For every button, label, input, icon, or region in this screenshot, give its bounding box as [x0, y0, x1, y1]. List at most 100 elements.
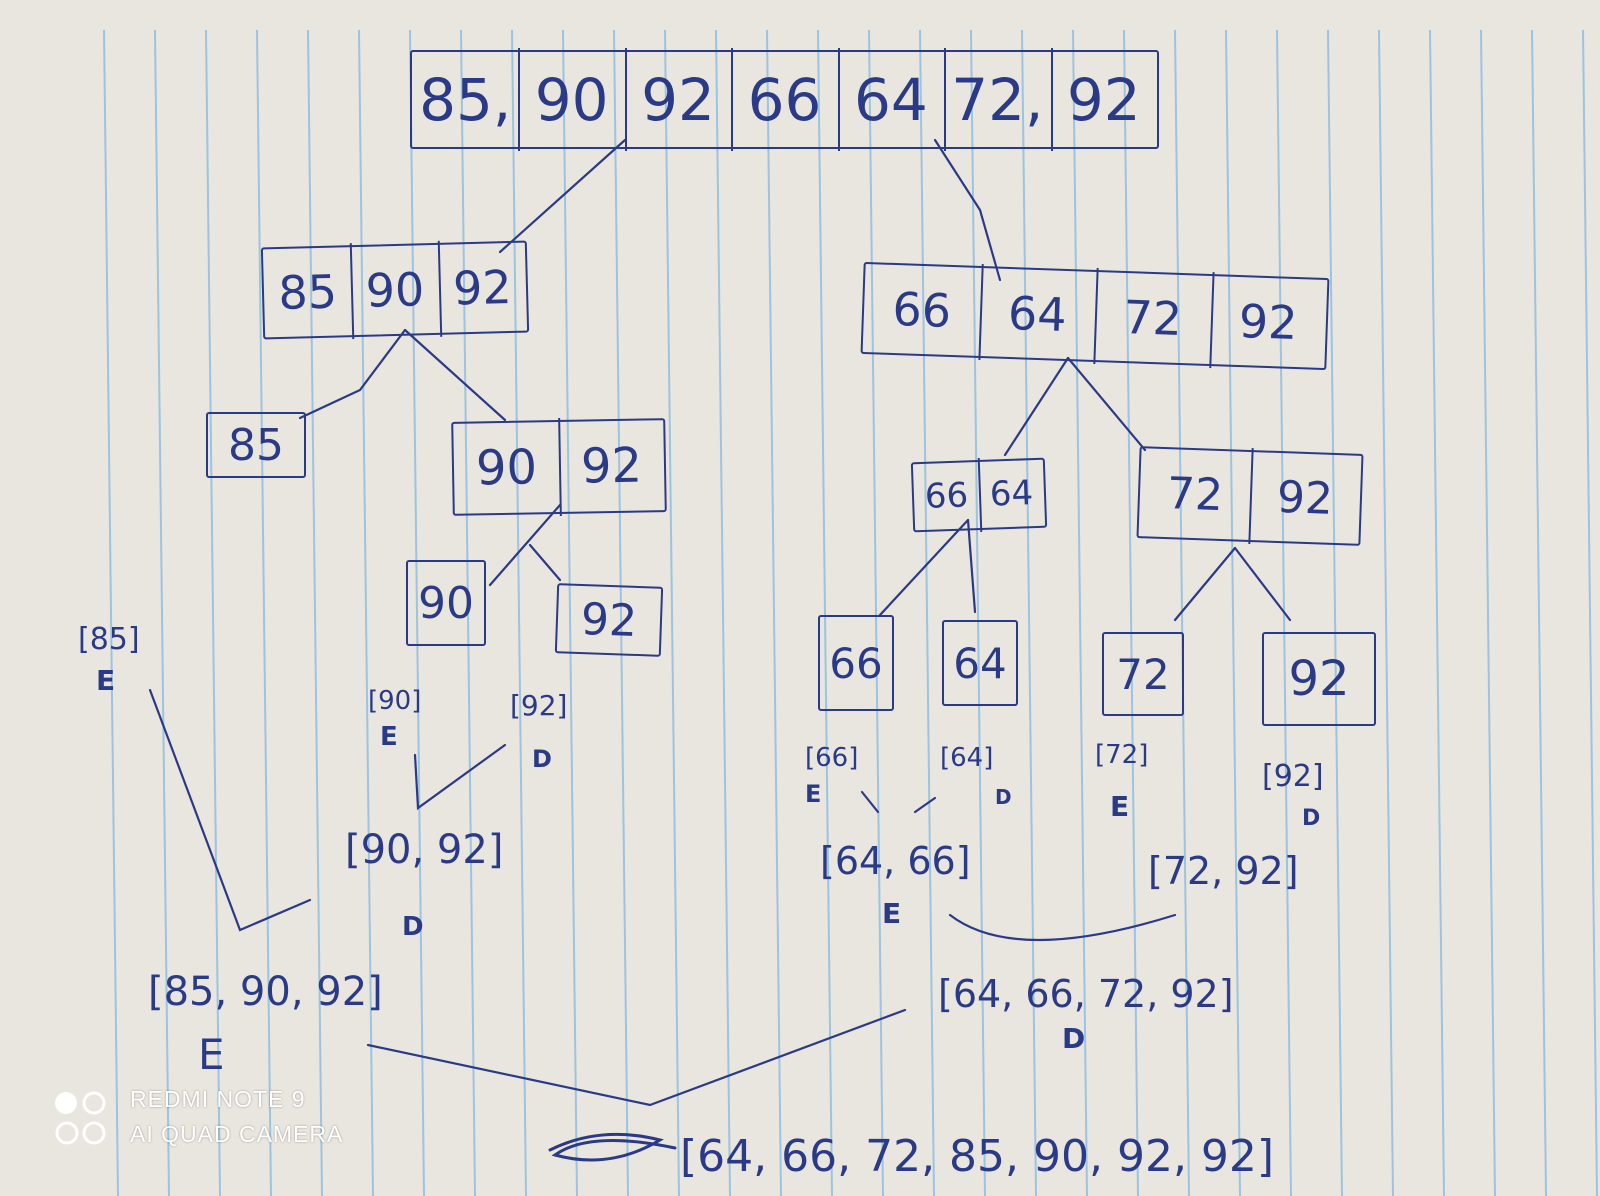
rule-line	[715, 29, 731, 1196]
rule-line	[256, 29, 272, 1196]
merged-72-92: [72, 92]	[1148, 849, 1299, 893]
rule-line	[1021, 29, 1037, 1196]
note-64: [64]	[940, 743, 994, 773]
flag-66: E	[805, 780, 822, 808]
rule-line	[511, 29, 527, 1196]
flag-merged-90-92: D	[402, 912, 424, 942]
right-half-box: 66 64 72 92	[860, 261, 1330, 371]
array-cell: 64	[989, 473, 1034, 515]
connector-root-right	[933, 138, 1002, 282]
connector-pair-to-90	[488, 503, 562, 587]
connector-7292-to-72	[1173, 546, 1237, 622]
flag-64: D	[995, 785, 1012, 809]
connector-right-to-6664	[1003, 356, 1070, 457]
array-cell: 90	[534, 65, 609, 134]
flag-92: D	[532, 745, 552, 773]
rule-line	[103, 29, 119, 1196]
watermark-line1: REDMI NOTE 9	[130, 1086, 306, 1112]
leaf-72-box: 72	[1102, 632, 1184, 716]
array-cell: 66	[924, 475, 969, 517]
final-sorted-array: [64, 66, 72, 85, 90, 92, 92]	[680, 1131, 1275, 1182]
merge-6466-7292-stroke	[948, 913, 1177, 942]
rule-line	[562, 29, 578, 1196]
rule-line	[460, 29, 476, 1196]
array-cell: 92	[641, 65, 715, 134]
leaf-92b-box: 92	[1262, 632, 1376, 726]
merge-64-stroke	[913, 796, 937, 814]
rule-line	[1123, 29, 1139, 1196]
array-cell: 64	[854, 65, 928, 134]
note-92b: [92]	[1262, 759, 1324, 794]
rule-line	[358, 29, 374, 1196]
merged-64-66: [64, 66]	[820, 839, 971, 883]
rule-line	[1225, 29, 1241, 1196]
watermark-line2: AI QUAD CAMERA	[130, 1121, 344, 1147]
pair-90-92-box: 90 92	[451, 417, 667, 516]
array-cell: 90	[418, 577, 474, 629]
root-array-box: 85, 90 92 66 64 72, 92	[410, 48, 1159, 151]
rule-line	[1429, 29, 1445, 1196]
rule-line	[919, 29, 935, 1196]
connector-pair-to-92	[528, 543, 562, 582]
note-90: [90]	[368, 686, 422, 716]
camera-logo-icon	[52, 1090, 112, 1150]
connector-left-to-pair	[403, 328, 507, 422]
array-cell: 85,	[419, 65, 512, 134]
array-cell: 72	[1122, 290, 1183, 347]
rule-line	[766, 29, 782, 1196]
flag-merged-85-90-92: E	[198, 1030, 225, 1079]
flag-92b: D	[1302, 806, 1321, 831]
rule-line	[154, 29, 170, 1196]
note-66: [66]	[805, 743, 859, 773]
final-merge-stroke	[366, 1008, 907, 1107]
cell-divider	[837, 48, 840, 151]
array-cell: 72	[1116, 649, 1170, 699]
merge-85-stroke	[148, 688, 312, 932]
array-cell: 66	[891, 281, 953, 338]
scribble-strike	[548, 1132, 677, 1162]
array-cell: 90	[475, 439, 538, 497]
array-cell: 66	[829, 638, 883, 688]
array-cell: 92	[452, 259, 513, 316]
cell-divider	[731, 48, 734, 151]
array-cell: 66	[747, 65, 822, 134]
rule-line	[205, 29, 221, 1196]
pair-66-64-box: 66 64	[910, 457, 1048, 533]
merge-66-stroke	[860, 790, 880, 814]
array-cell: 92	[1288, 651, 1350, 707]
flag-merged-64-66: E	[882, 897, 902, 930]
leaf-66-box: 66	[818, 615, 894, 711]
merged-90-92: [90, 92]	[345, 827, 504, 873]
array-cell: 92	[1276, 471, 1334, 525]
flag-90: E	[380, 722, 398, 752]
leaf-90-box: 90	[406, 560, 486, 646]
array-cell: 85	[228, 419, 284, 471]
cell-divider	[624, 48, 627, 151]
rule-line	[307, 29, 323, 1196]
array-cell: 92	[580, 437, 643, 495]
connector-7292-to-92	[1233, 546, 1292, 622]
array-cell: 64	[1007, 285, 1068, 342]
array-cell: 72,	[951, 65, 1044, 134]
cell-divider	[518, 48, 521, 151]
leaf-85-box: 85	[206, 412, 306, 478]
rule-line	[970, 29, 986, 1196]
leaf-92-box: 92	[554, 583, 664, 657]
rule-line	[1582, 29, 1598, 1196]
connector-6664-to-66	[878, 518, 970, 617]
note-85: [85]	[78, 622, 140, 657]
rule-line	[1072, 29, 1088, 1196]
note-72: [72]	[1095, 740, 1149, 770]
array-cell: 92	[1066, 65, 1141, 134]
array-cell: 90	[365, 262, 425, 318]
array-cell: 92	[1237, 294, 1299, 351]
note-92: [92]	[510, 689, 568, 722]
array-cell: 64	[953, 638, 1007, 688]
leaf-64-box: 64	[942, 620, 1018, 706]
flag-72: E	[1110, 790, 1130, 823]
rule-line	[1327, 29, 1343, 1196]
cell-divider	[944, 48, 947, 151]
